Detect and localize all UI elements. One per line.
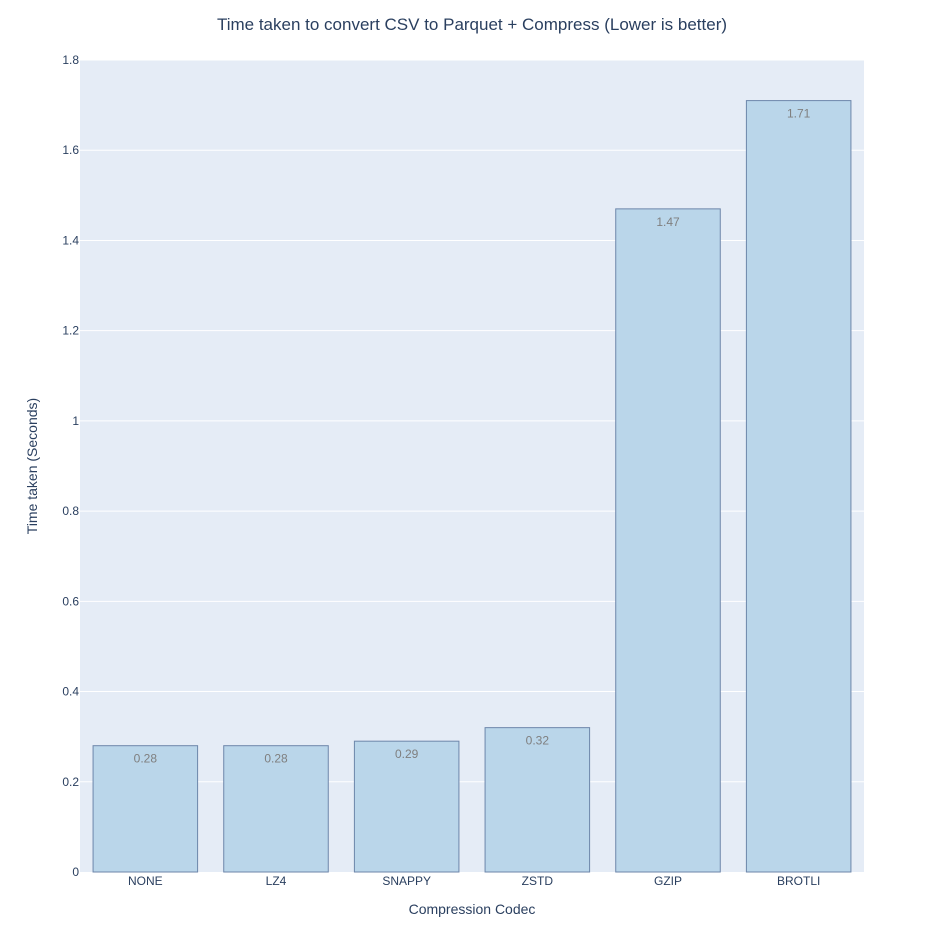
y-tick-label: 1.2 bbox=[62, 324, 79, 338]
y-tick-label: 0 bbox=[72, 865, 79, 879]
chart-title: Time taken to convert CSV to Parquet + C… bbox=[217, 15, 727, 34]
bar-snappy bbox=[353, 740, 460, 873]
bar-value-label: 0.32 bbox=[526, 734, 550, 748]
bar-zstd bbox=[484, 727, 591, 873]
bar-value-label: 0.29 bbox=[395, 747, 419, 761]
x-tick-label: ZSTD bbox=[522, 874, 554, 888]
x-tick-label: LZ4 bbox=[266, 874, 287, 888]
bar-value-label: 0.28 bbox=[134, 752, 158, 766]
bar-value-label: 0.28 bbox=[264, 752, 288, 766]
x-tick-label: NONE bbox=[128, 874, 163, 888]
y-tick-label: 0.6 bbox=[62, 594, 79, 608]
y-tick-label: 0.4 bbox=[62, 685, 79, 699]
bar-value-label: 1.47 bbox=[656, 215, 680, 229]
x-tick-label: GZIP bbox=[654, 874, 682, 888]
plot-area bbox=[80, 60, 864, 872]
y-tick-label: 1.8 bbox=[62, 53, 79, 67]
y-tick-label: 1.6 bbox=[62, 143, 79, 157]
bar-data-labels: 0.28 0.28 0.29 0.32 1.47 1.71 bbox=[134, 107, 811, 766]
bar-lz4 bbox=[223, 745, 329, 873]
bar-value-label: 1.71 bbox=[787, 107, 811, 121]
y-tick-label: 0.2 bbox=[62, 775, 79, 789]
gridlines bbox=[80, 59, 864, 783]
x-axis-ticks: NONE LZ4 SNAPPY ZSTD GZIP BROTLI bbox=[128, 874, 820, 888]
x-tick-label: BROTLI bbox=[777, 874, 820, 888]
x-tick-label: SNAPPY bbox=[382, 874, 431, 888]
y-tick-label: 1.4 bbox=[62, 233, 79, 247]
y-tick-label: 0.8 bbox=[62, 504, 79, 518]
bar-brotli bbox=[745, 100, 852, 873]
y-axis-title: Time taken (Seconds) bbox=[24, 398, 40, 534]
y-axis-ticks: 0 0.2 0.4 0.6 0.8 1 1.2 1.4 1.6 1.8 bbox=[62, 53, 79, 879]
bar-gzip bbox=[615, 208, 721, 873]
bar-none bbox=[92, 745, 199, 873]
x-axis-title: Compression Codec bbox=[409, 901, 536, 917]
bars bbox=[92, 100, 852, 873]
y-tick-label: 1 bbox=[72, 414, 79, 428]
